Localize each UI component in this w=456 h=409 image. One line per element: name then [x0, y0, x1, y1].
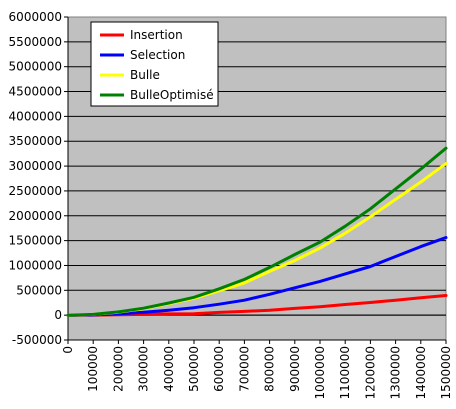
series-line-insertion [66, 294, 448, 317]
x-tick-label: 800000 [263, 346, 277, 392]
y-tick-label: 3500000 [9, 134, 62, 148]
y-tick-label: 2000000 [9, 209, 62, 223]
legend-label: Bulle [130, 68, 160, 82]
series-line-selection [66, 236, 448, 317]
x-tick-label: 1300000 [389, 346, 403, 399]
legend-label: BulleOptimisé [130, 88, 214, 102]
y-tick-label: 1500000 [9, 234, 62, 248]
series-lines [66, 146, 448, 317]
x-tick-label: 1200000 [363, 346, 377, 399]
y-tick-label: 500000 [16, 283, 62, 297]
y-tick-label: 6000000 [9, 10, 62, 24]
x-tick-label: 1000000 [313, 346, 327, 399]
y-tick-label: 5000000 [9, 60, 62, 74]
x-tick-label: 900000 [288, 346, 302, 392]
x-tick-label: 1500000 [439, 346, 453, 399]
y-tick-label: 5500000 [9, 35, 62, 49]
y-tick-label: 1000000 [9, 258, 62, 272]
x-tick-label: 700000 [237, 346, 251, 392]
y-tick-label: 4000000 [9, 109, 62, 123]
legend: Insertion Selection Bulle BulleOptimisé [90, 21, 219, 107]
y-tick-label: 0 [54, 308, 62, 322]
x-tick-label: 1400000 [414, 346, 428, 399]
x-tick-label: 400000 [162, 346, 176, 392]
y-tick-label: 3000000 [9, 159, 62, 173]
x-tick-label: 300000 [137, 346, 151, 392]
series-line-bulleoptimis- [66, 146, 448, 317]
y-tick-label: 4500000 [9, 85, 62, 99]
x-tick-label: 600000 [212, 346, 226, 392]
x-tick-label: 0 [61, 346, 75, 354]
x-tick-label: 200000 [111, 346, 125, 392]
x-tick-label: 500000 [187, 346, 201, 392]
legend-label: Selection [130, 48, 185, 62]
y-tick-label: 2500000 [9, 184, 62, 198]
x-tick-label: 100000 [86, 346, 100, 392]
legend-label: Insertion [130, 28, 183, 42]
y-tick-label: -500000 [12, 333, 62, 347]
x-axis-tick-labels: 0 100000 200000 300000 400000 500000 600000 700… [61, 340, 453, 399]
y-axis-tick-labels: 6000000550000050000004500000400000035000… [9, 10, 68, 347]
x-tick-label: 1100000 [338, 346, 352, 399]
